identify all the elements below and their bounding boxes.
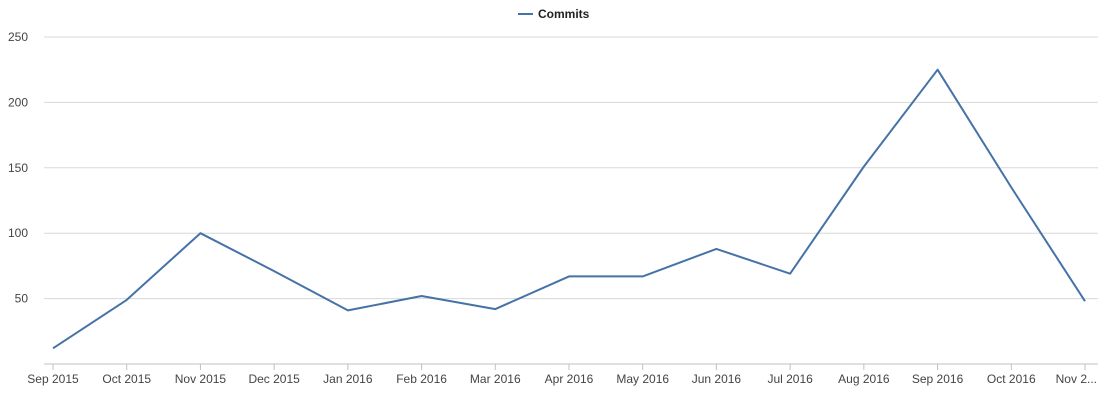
x-tick-label-8: May 2016 — [616, 372, 669, 386]
x-tick-label-6: Mar 2016 — [470, 372, 521, 386]
data-point-11[interactable] — [861, 163, 867, 169]
data-point-8[interactable] — [640, 273, 646, 279]
x-tick-label-12: Sep 2016 — [912, 372, 964, 386]
y-tick-label-100: 100 — [8, 226, 28, 240]
gridlines — [44, 36, 1098, 300]
x-tick-label-10: Jul 2016 — [767, 372, 813, 386]
x-tick-label-3: Dec 2015 — [248, 372, 300, 386]
data-point-9[interactable] — [713, 246, 719, 252]
legend[interactable]: Commits — [518, 7, 590, 21]
data-point-0[interactable] — [50, 345, 56, 351]
y-tick-label-200: 200 — [8, 95, 28, 109]
x-axis-ticks: Sep 2015 Oct 2015 Nov 2015 Dec 2015 Jan 2016… — [27, 364, 1097, 386]
x-tick-label-1: Oct 2015 — [102, 372, 151, 386]
data-point-4[interactable] — [345, 307, 351, 313]
x-tick-label-2: Nov 2015 — [175, 372, 227, 386]
x-tick-label-9: Jun 2016 — [692, 372, 742, 386]
x-tick-label-11: Aug 2016 — [838, 372, 890, 386]
x-tick-label-4: Jan 2016 — [323, 372, 373, 386]
data-point-13[interactable] — [1008, 184, 1014, 190]
x-tick-label-7: Apr 2016 — [545, 372, 594, 386]
data-point-6[interactable] — [492, 306, 498, 312]
y-tick-label-150: 150 — [8, 161, 28, 175]
legend-label-commits: Commits — [538, 7, 590, 21]
data-point-3[interactable] — [271, 268, 277, 274]
data-point-12[interactable] — [935, 67, 941, 73]
data-point-5[interactable] — [419, 293, 425, 299]
x-tick-label-13: Oct 2016 — [987, 372, 1036, 386]
y-tick-label-250: 250 — [8, 30, 28, 44]
data-point-14[interactable] — [1082, 298, 1088, 304]
series-line-commits — [52, 68, 1086, 350]
x-tick-label-0: Sep 2015 — [27, 372, 79, 386]
data-point-7[interactable] — [566, 273, 572, 279]
data-point-2[interactable] — [197, 230, 203, 236]
y-axis-tick-labels: 50 100 150 200 250 — [8, 30, 28, 306]
x-tick-label-14: Nov 2... — [1056, 372, 1097, 386]
data-point-1[interactable] — [124, 297, 130, 303]
x-tick-label-5: Feb 2016 — [396, 372, 447, 386]
y-tick-label-50: 50 — [15, 292, 29, 306]
data-point-10[interactable] — [787, 271, 793, 277]
data-points — [50, 67, 1088, 352]
